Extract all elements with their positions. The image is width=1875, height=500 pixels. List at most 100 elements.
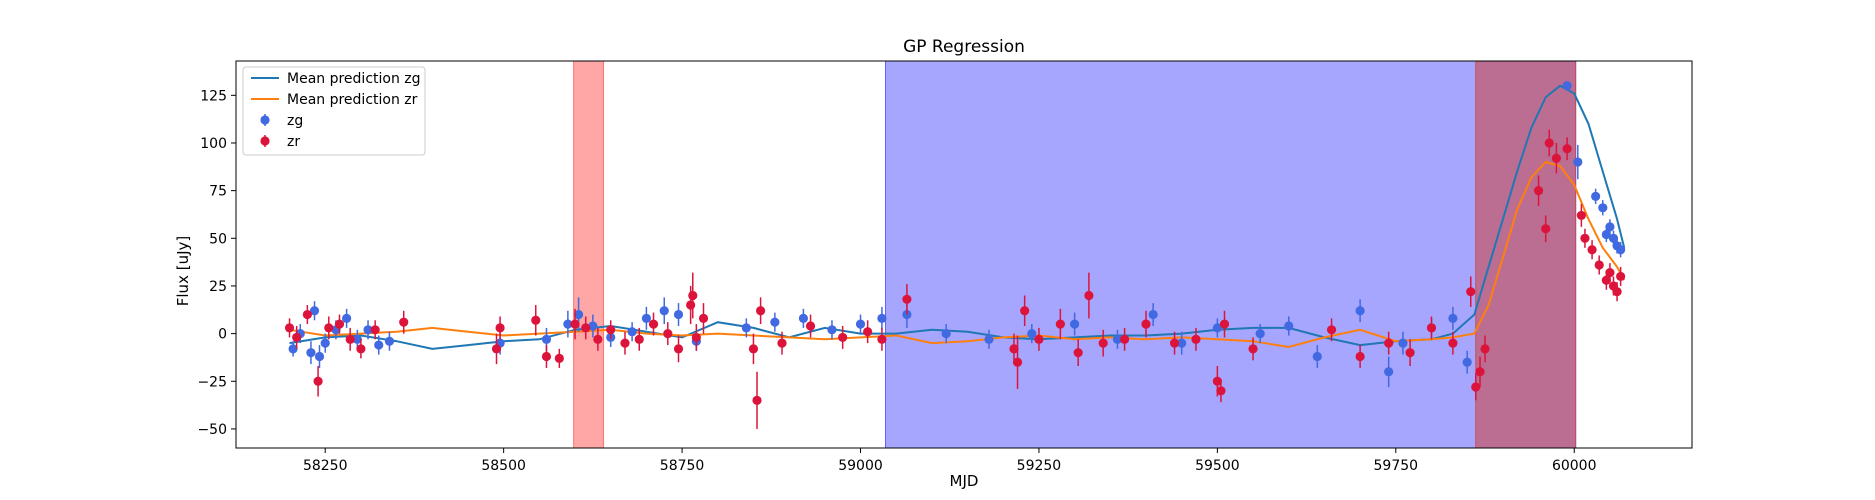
legend-label-0: Mean prediction zg — [287, 71, 421, 87]
point-zg-8 — [352, 334, 362, 344]
point-zg-45 — [1448, 313, 1458, 323]
legend: Mean prediction zg Mean prediction zr zg zr — [242, 66, 426, 156]
point-zr-13 — [541, 351, 552, 362]
x-tick-label-6: 59750 — [1374, 458, 1419, 474]
point-zr-4 — [324, 323, 334, 333]
x-tick-label-7: 60000 — [1552, 458, 1597, 474]
y-tick-label-7: 125 — [200, 88, 227, 104]
point-zr-22 — [663, 329, 673, 339]
point-zg-36 — [1177, 338, 1187, 348]
point-zr-24 — [686, 300, 696, 310]
point-zg-26 — [827, 325, 837, 335]
point-zg-19 — [641, 313, 651, 323]
point-zg-4 — [314, 351, 325, 362]
point-zr-37 — [1009, 344, 1019, 354]
point-zr-56 — [1405, 348, 1415, 358]
point-zr-16 — [581, 323, 591, 333]
point-zr-30 — [755, 306, 766, 316]
point-zg-11 — [384, 336, 395, 346]
point-zg-48 — [1573, 157, 1583, 167]
point-zg-14 — [563, 319, 573, 329]
point-zr-60 — [1471, 382, 1481, 392]
point-zg-53 — [1608, 233, 1619, 243]
point-zr-28 — [748, 344, 759, 354]
point-zr-0 — [284, 323, 295, 333]
point-zr-76 — [1616, 271, 1626, 282]
point-zr-15 — [570, 319, 580, 329]
point-zg-37 — [1212, 323, 1222, 333]
point-zr-50 — [1216, 386, 1226, 396]
point-zg-21 — [673, 309, 684, 320]
point-zr-69 — [1580, 233, 1590, 243]
point-zr-14 — [554, 353, 564, 363]
point-zr-48 — [1191, 334, 1201, 344]
point-zg-28 — [877, 313, 887, 323]
point-zr-64 — [1541, 224, 1551, 234]
y-tick-label-2: 0 — [218, 327, 227, 343]
point-zr-40 — [1034, 334, 1044, 344]
point-zr-26 — [691, 332, 701, 343]
point-zg-41 — [1355, 306, 1365, 316]
point-zr-41 — [1055, 319, 1065, 329]
point-zr-38 — [1012, 357, 1023, 367]
point-zr-70 — [1587, 245, 1597, 255]
point-zr-51 — [1219, 319, 1230, 329]
point-zr-53 — [1326, 325, 1337, 335]
y-tick-label-4: 50 — [209, 231, 227, 247]
point-zr-11 — [495, 323, 505, 333]
point-zr-66 — [1551, 153, 1561, 163]
legend-box — [242, 66, 426, 156]
point-zg-0 — [288, 344, 298, 354]
point-zg-2 — [306, 348, 316, 358]
point-zr-35 — [877, 334, 887, 344]
point-zr-33 — [838, 332, 848, 343]
x-tick-label-1: 58500 — [481, 458, 526, 474]
point-zg-32 — [1027, 329, 1037, 339]
point-zg-18 — [627, 327, 637, 337]
point-zg-9 — [363, 325, 373, 335]
x-tick-label-0: 58250 — [303, 458, 348, 474]
point-zr-8 — [370, 325, 380, 335]
y-tick-label-0: −50 — [197, 422, 227, 438]
x-tick-label-4: 59250 — [1017, 458, 1062, 474]
point-zg-35 — [1148, 309, 1158, 320]
point-zg-38 — [1255, 329, 1265, 339]
point-zr-36 — [902, 294, 912, 304]
point-zg-23 — [741, 323, 751, 333]
point-zr-34 — [863, 327, 873, 337]
legend-label-1: Mean prediction zr — [287, 92, 418, 108]
y-tick-label-3: 25 — [209, 279, 227, 295]
point-zr-23 — [673, 344, 684, 354]
point-zr-52 — [1248, 344, 1258, 354]
legend-marker-2 — [260, 115, 270, 125]
point-zg-55 — [1616, 245, 1626, 255]
point-zr-19 — [620, 338, 630, 348]
point-zr-58 — [1448, 338, 1458, 348]
point-zr-73 — [1605, 268, 1615, 278]
point-zr-55 — [1384, 338, 1394, 348]
plot-area — [284, 61, 1626, 448]
point-zr-61 — [1475, 367, 1485, 377]
point-zg-25 — [798, 313, 809, 323]
x-axis-label: MJD — [950, 472, 979, 490]
point-zr-62 — [1480, 344, 1490, 354]
point-zg-10 — [374, 340, 384, 350]
y-axis-label: Flux [uJy] — [174, 236, 192, 306]
point-zg-15 — [573, 309, 584, 320]
legend-label-2: zg — [287, 113, 303, 129]
x-tick-label-3: 59000 — [838, 458, 883, 474]
point-zr-54 — [1355, 351, 1365, 362]
point-zg-42 — [1384, 367, 1394, 377]
point-zg-49 — [1591, 191, 1601, 201]
point-zg-40 — [1312, 351, 1322, 362]
point-zr-3 — [313, 376, 323, 386]
point-zr-7 — [356, 344, 366, 354]
point-zg-13 — [541, 334, 552, 344]
point-zg-52 — [1605, 222, 1615, 232]
point-zr-12 — [531, 315, 541, 325]
plot-frame — [235, 60, 1693, 449]
plot-inner — [284, 61, 1626, 448]
point-zr-39 — [1020, 306, 1030, 316]
point-zr-59 — [1466, 287, 1476, 297]
